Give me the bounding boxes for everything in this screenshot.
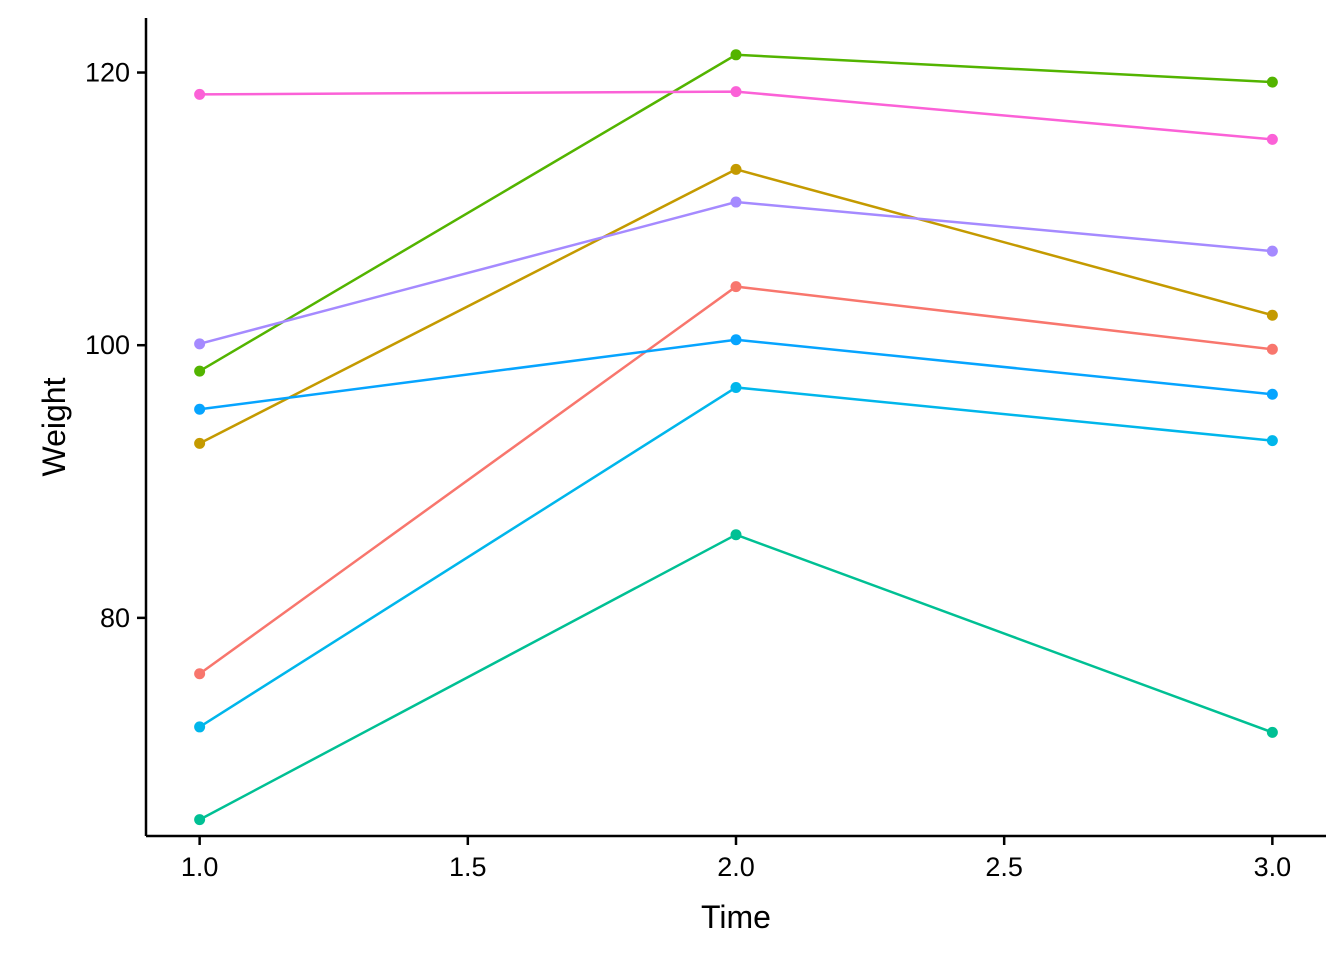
y-tick-label: 100 [85,330,130,360]
y-axis-title: Weight [36,377,72,476]
series-6 [194,334,1278,415]
axes-layer: 1.0 1.5 2.0 2.5 3.0 80 100 120 [85,18,1326,882]
data-point [730,334,742,346]
series-8 [194,86,1278,145]
x-tick-label: 2.0 [717,852,755,882]
series-line [199,167,1273,445]
series-line [199,90,1273,141]
x-tick-label: 2.5 [985,852,1023,882]
data-point [194,338,206,350]
y-tick-label: 120 [85,58,130,88]
series-line [199,338,1273,411]
data-point [194,403,206,415]
series-2 [194,163,1278,449]
data-point [1266,388,1278,400]
data-point [730,381,742,393]
x-axis-title: Time [701,899,771,935]
series-line [199,200,1273,346]
series-line [199,53,1273,373]
data-point [730,163,742,175]
data-point [194,88,206,100]
x-tick-label: 3.0 [1254,852,1292,882]
data-point [730,86,742,98]
data-point [194,721,206,733]
series-line [199,533,1273,821]
data-point [1266,343,1278,355]
data-point [730,49,742,61]
data-point [1266,435,1278,447]
data-point [1266,726,1278,738]
series-3 [194,49,1278,377]
series-layer [194,49,1278,826]
data-point [1266,133,1278,145]
y-tick-label: 80 [100,603,130,633]
data-point [194,437,206,449]
series-4 [194,529,1278,826]
data-point [194,814,206,826]
data-point [1266,245,1278,257]
x-axis-ticks: 1.0 1.5 2.0 2.5 3.0 [181,836,1291,882]
data-point [730,196,742,208]
data-point [1266,76,1278,88]
data-point [1266,309,1278,321]
data-point [194,668,206,680]
data-point [730,529,742,541]
series-5 [194,381,1278,733]
y-axis-ticks: 80 100 120 [85,58,146,633]
x-tick-label: 1.0 [181,852,219,882]
x-tick-label: 1.5 [449,852,487,882]
data-point [194,365,206,377]
series-1 [194,281,1278,680]
series-7 [194,196,1278,350]
data-point [730,281,742,293]
